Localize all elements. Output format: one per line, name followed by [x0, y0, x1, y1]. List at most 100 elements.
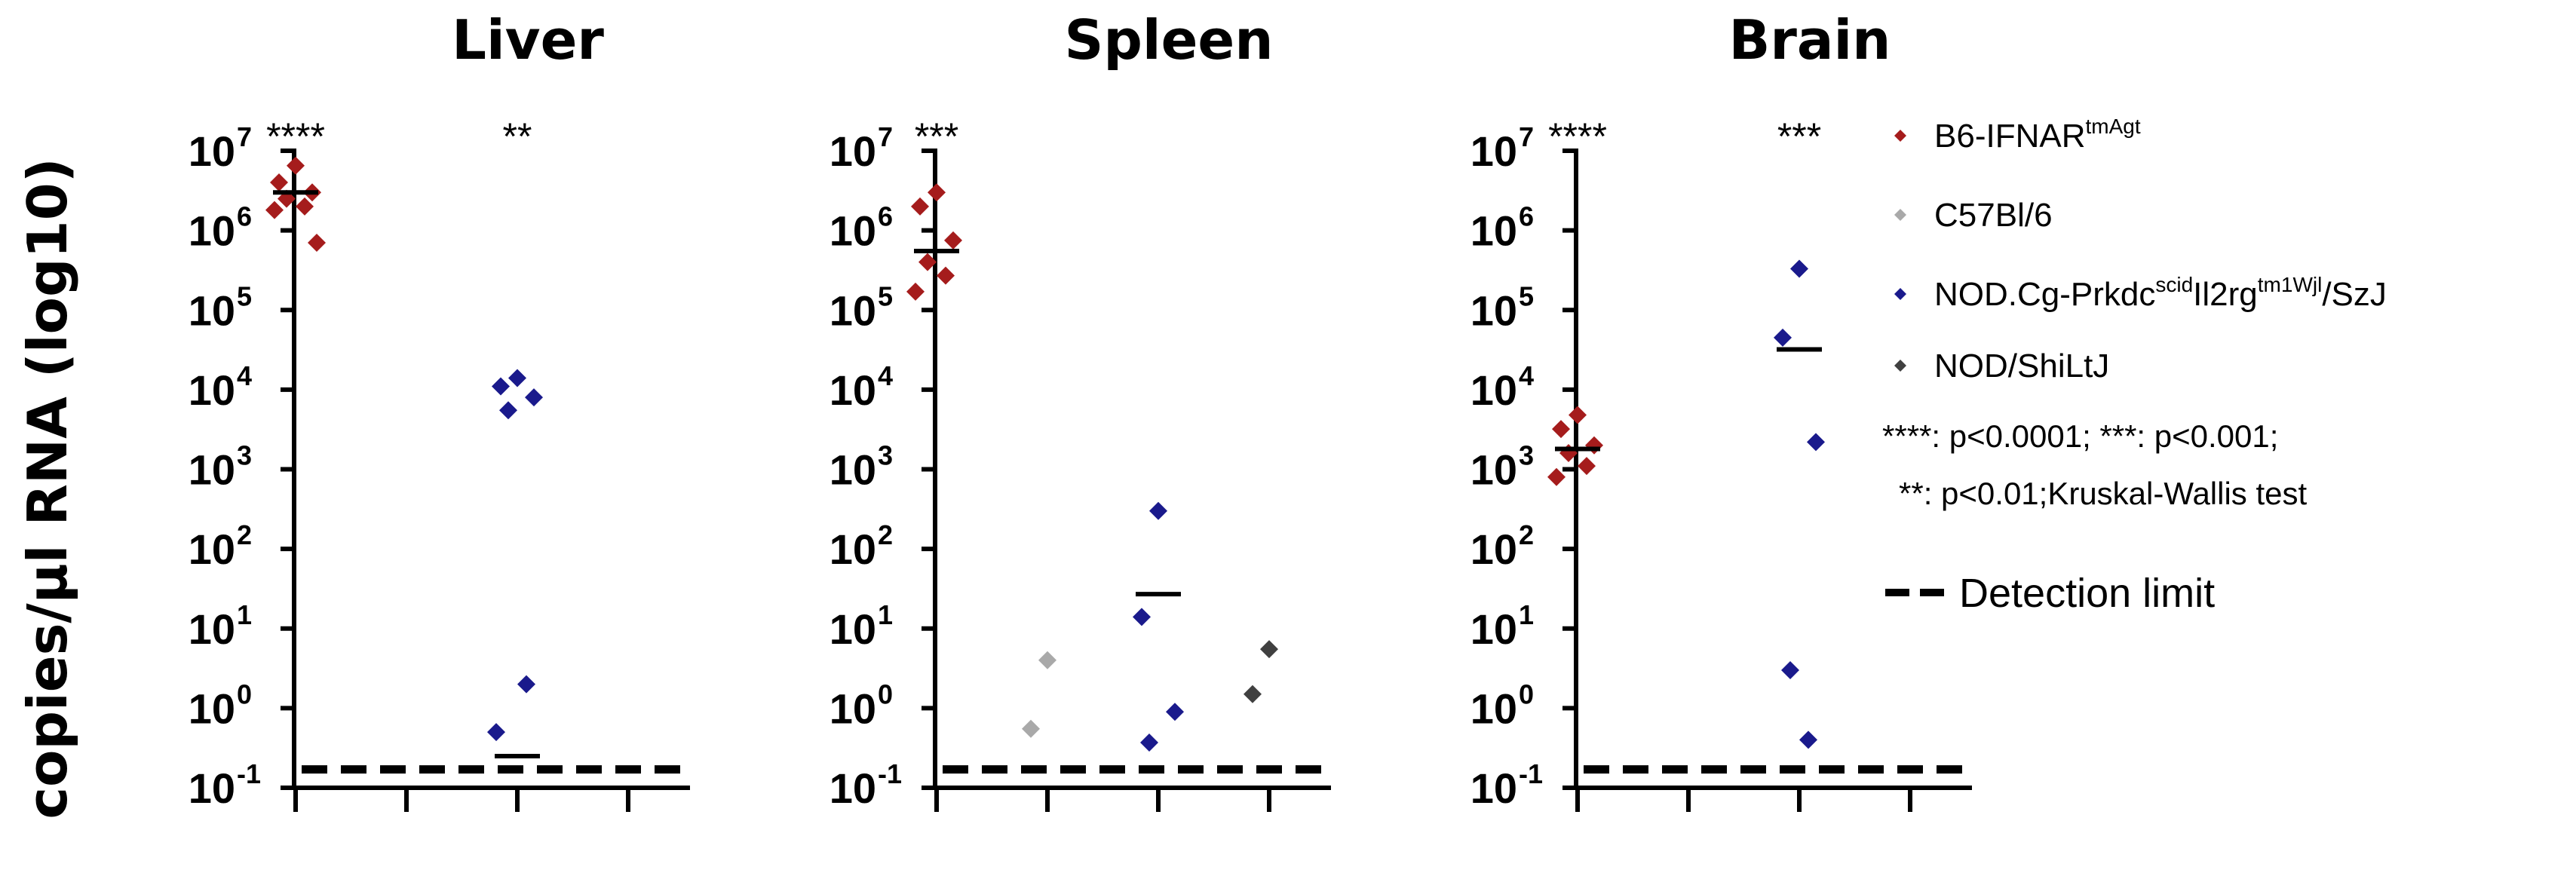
y-tick-label-exponent: 6	[237, 201, 252, 232]
significance-label: **	[503, 115, 532, 158]
data-point	[937, 266, 955, 285]
data-point	[1149, 501, 1167, 520]
y-tick-label-exponent: 5	[237, 280, 252, 311]
data-point	[1807, 433, 1825, 452]
y-tick-label: 10	[189, 286, 235, 334]
data-point	[308, 233, 326, 252]
data-point	[1547, 467, 1566, 486]
y-tick-label-exponent: 3	[237, 440, 252, 471]
y-tick-label-exponent: 2	[1519, 519, 1534, 550]
data-point	[1244, 685, 1262, 703]
y-tick-label: 10	[1470, 605, 1517, 653]
y-tick-label: 10	[830, 207, 876, 255]
data-point	[270, 173, 288, 192]
legend: B6-IFNARtmAgt C57Bl/6 NOD.Cg-PrkdcscidIl2r…	[1882, 115, 2387, 616]
y-tick-label-exponent: 7	[878, 121, 893, 152]
legend-marker	[1894, 360, 1906, 372]
y-tick-label: 10	[830, 366, 876, 414]
y-tick-label: 10	[830, 127, 876, 175]
y-tick-label-exponent: 5	[1519, 280, 1534, 311]
y-tick-label: 10	[189, 366, 235, 414]
data-point	[525, 388, 543, 407]
data-point	[1781, 660, 1799, 679]
y-tick-label-exponent: -1	[1519, 758, 1543, 789]
y-tick-label-exponent: 2	[237, 519, 252, 550]
panel-title: Liver	[452, 8, 604, 72]
data-point	[944, 231, 962, 250]
data-point	[499, 401, 517, 420]
data-point	[928, 183, 946, 202]
y-tick-label: 10	[830, 446, 876, 494]
data-point	[1569, 406, 1587, 424]
y-tick-label: 10	[189, 605, 235, 653]
y-tick-label: 10	[830, 286, 876, 334]
data-point	[906, 282, 925, 301]
data-point	[918, 253, 937, 271]
data-point	[296, 197, 314, 216]
y-tick-label-exponent: 4	[1519, 360, 1534, 391]
y-tick-label-exponent: -1	[237, 758, 261, 789]
data-point	[508, 369, 526, 387]
data-point	[1140, 733, 1158, 752]
y-tick-label-exponent: -1	[878, 758, 902, 789]
significance-label: ****	[1548, 115, 1607, 158]
data-point	[1038, 651, 1056, 669]
data-point	[1552, 420, 1570, 439]
y-tick-label: 10	[189, 764, 235, 812]
significance-label: ***	[1777, 115, 1821, 158]
legend-note-line1: ****: p<0.0001; ***: p<0.001;	[1882, 418, 2278, 454]
data-point	[1260, 640, 1278, 659]
y-tick-label: 10	[1470, 685, 1517, 732]
data-point	[1022, 719, 1040, 738]
y-tick-label: 10	[1470, 127, 1517, 175]
legend-label: NOD/ShiLtJ	[1934, 348, 2109, 384]
legend-marker	[1894, 288, 1906, 300]
y-tick-label-exponent: 1	[1519, 599, 1534, 630]
legend-label: B6-IFNARtmAgt	[1934, 115, 2141, 155]
panel-title: Spleen	[1065, 8, 1274, 72]
data-point	[1585, 436, 1603, 455]
y-tick-label-exponent: 4	[878, 360, 893, 391]
data-point	[1774, 328, 1792, 347]
y-tick-label: 10	[1470, 525, 1517, 573]
y-tick-label: 10	[189, 525, 235, 573]
y-tick-label-exponent: 0	[1519, 678, 1534, 709]
data-point	[487, 723, 505, 742]
y-tick-label: 10	[830, 605, 876, 653]
data-point	[1799, 730, 1817, 749]
data-point	[287, 156, 305, 175]
legend-marker	[1894, 209, 1906, 221]
data-point	[265, 201, 284, 219]
y-tick-label: 10	[830, 685, 876, 732]
data-point	[1166, 703, 1184, 721]
y-tick-label: 10	[1470, 446, 1517, 494]
data-point	[911, 197, 929, 216]
y-tick-label-exponent: 7	[237, 121, 252, 152]
legend-note-line2: **: p<0.01;Kruskal-Wallis test	[1899, 476, 2307, 511]
y-tick-label: 10	[1470, 764, 1517, 812]
y-tick-label: 10	[189, 685, 235, 732]
y-tick-label-exponent: 1	[878, 599, 893, 630]
y-tick-label-exponent: 0	[237, 678, 252, 709]
data-point	[1790, 259, 1808, 278]
y-tick-label-exponent: 6	[878, 201, 893, 232]
y-tick-label-exponent: 5	[878, 280, 893, 311]
legend-marker	[1894, 130, 1906, 142]
y-tick-label: 10	[830, 764, 876, 812]
y-tick-label-exponent: 6	[1519, 201, 1534, 232]
panel-title: Brain	[1729, 8, 1891, 72]
y-tick-label-exponent: 3	[1519, 440, 1534, 471]
y-tick-label-exponent: 7	[1519, 121, 1534, 152]
data-point	[1578, 457, 1596, 476]
y-tick-label: 10	[189, 127, 235, 175]
y-axis-label: copies/µl RNA (log10)	[16, 158, 79, 819]
y-tick-label: 10	[1470, 286, 1517, 334]
y-tick-label: 10	[189, 446, 235, 494]
y-tick-label-exponent: 2	[878, 519, 893, 550]
y-tick-label-exponent: 1	[237, 599, 252, 630]
